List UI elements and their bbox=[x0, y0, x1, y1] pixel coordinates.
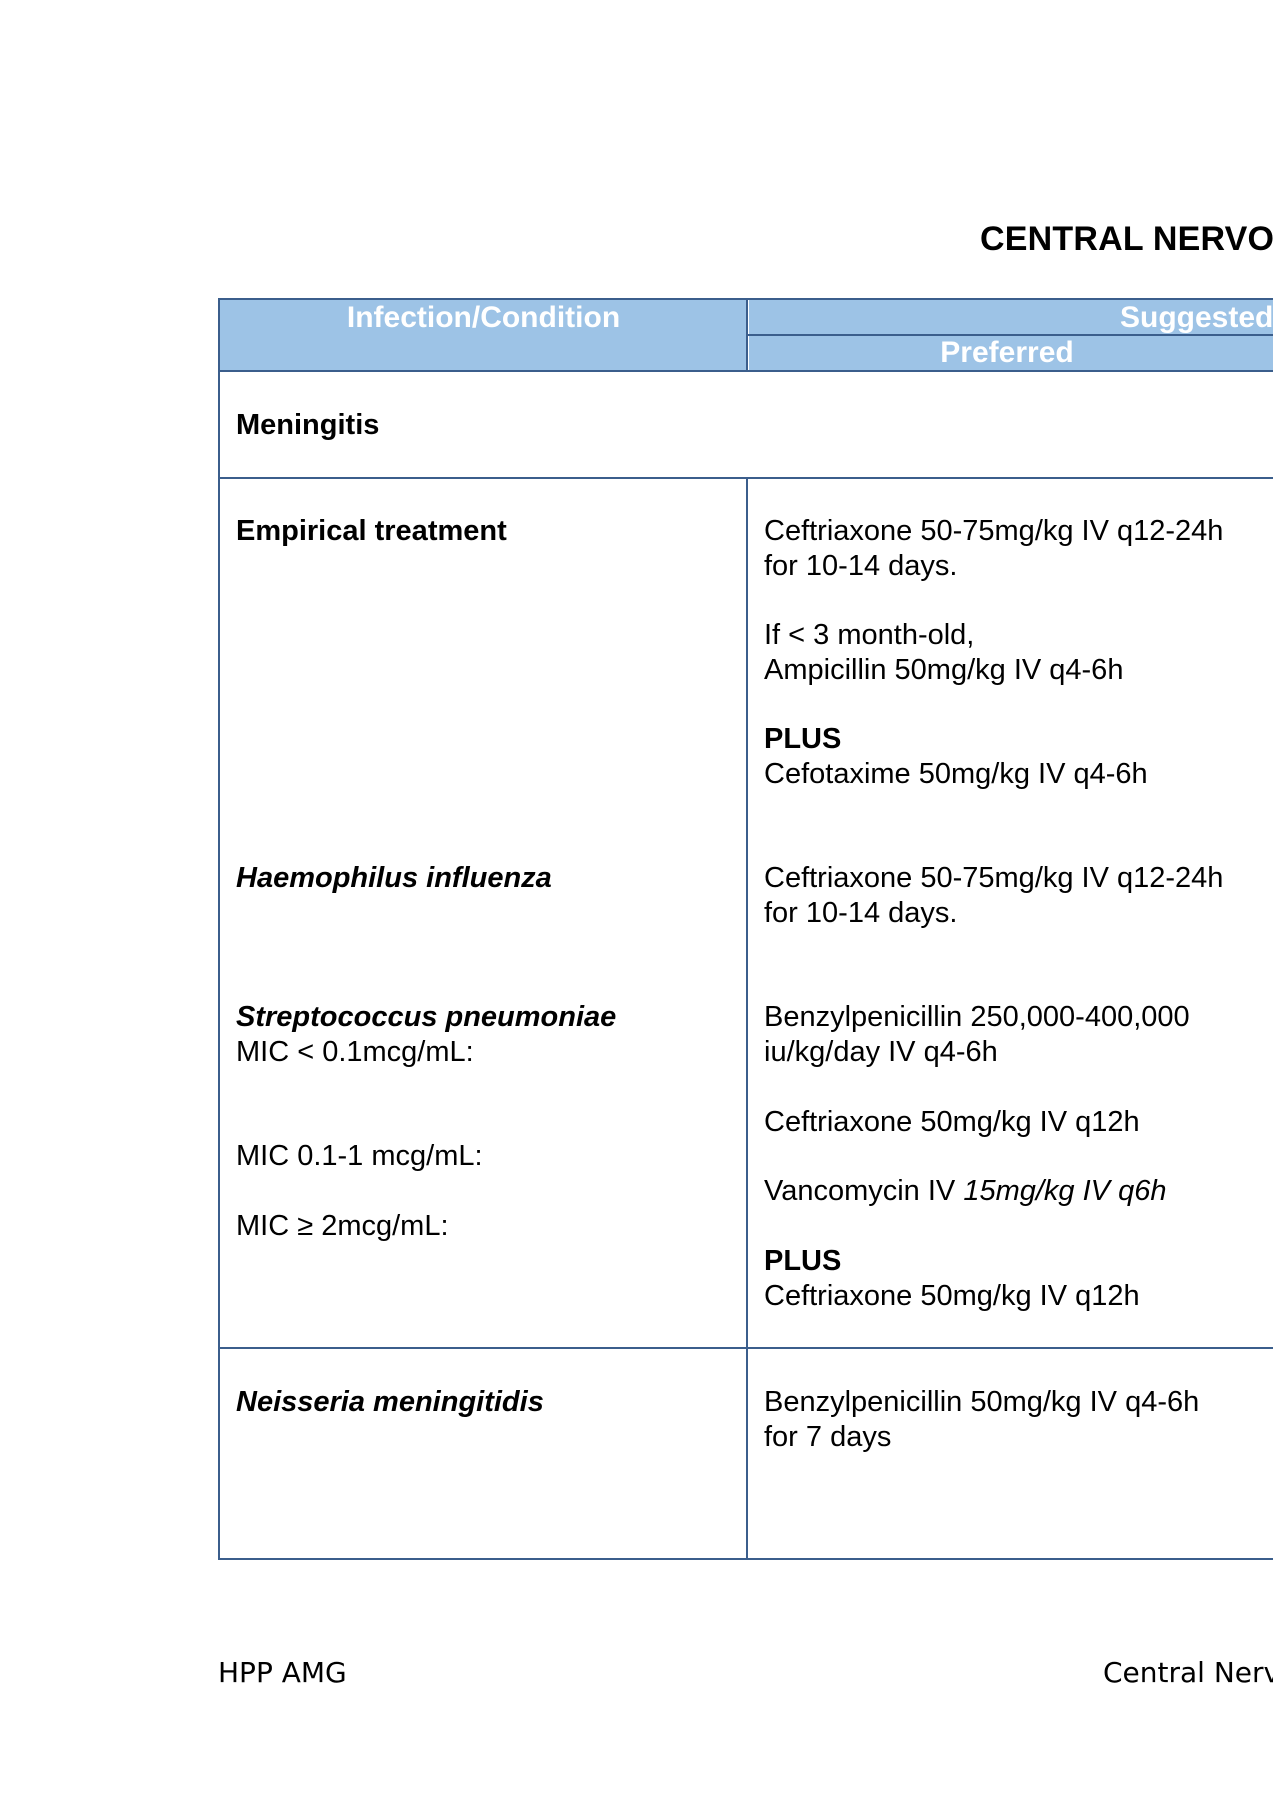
body-column-divider bbox=[746, 477, 748, 1560]
plus-label: PLUS bbox=[764, 1245, 842, 1277]
mic-label: MIC 0.1-1 mcg/mL: bbox=[236, 1140, 483, 1172]
treatment-line: Vancomycin IV 15mg/kg IV q6h bbox=[764, 1174, 1166, 1209]
plus-label: PLUS bbox=[764, 723, 842, 755]
condition-streptococcus: Streptococcus pneumoniae bbox=[236, 1001, 617, 1033]
mic-label: MIC ≥ 2mcg/mL: bbox=[236, 1210, 449, 1242]
treatment-line: Ampicillin 50mg/kg IV q4-6h bbox=[764, 654, 1124, 686]
footer-left: HPP AMG bbox=[218, 1656, 347, 1689]
treatment-line: Ceftriaxone 50-75mg/kg IV q12-24h bbox=[764, 515, 1224, 547]
header-infection-condition: Infection/Condition bbox=[346, 301, 621, 334]
section-bottom-border bbox=[218, 477, 1273, 479]
treatment-line: Ceftriaxone 50-75mg/kg IV q12-24h bbox=[764, 862, 1224, 894]
header-bottom-border bbox=[218, 370, 1273, 372]
header-preferred: Preferred bbox=[940, 336, 1074, 369]
header-suggested: Suggested bbox=[1120, 301, 1273, 334]
section-meningitis: Meningitis bbox=[236, 409, 380, 441]
treatment-line: Cefotaxime 50mg/kg IV q4-6h bbox=[764, 758, 1148, 790]
treatment-line: for 10-14 days. bbox=[764, 550, 958, 582]
condition-empirical: Empirical treatment bbox=[236, 515, 507, 547]
treatment-line: iu/kg/day IV q4-6h bbox=[764, 1036, 998, 1068]
page-title: CENTRAL NERVO bbox=[980, 220, 1273, 258]
condition-neisseria: Neisseria meningitidis bbox=[236, 1386, 544, 1418]
treatment-line: Ceftriaxone 50mg/kg IV q12h bbox=[764, 1106, 1140, 1138]
header-column-divider bbox=[746, 298, 748, 372]
row-divider bbox=[218, 1347, 1273, 1349]
header-fill-col1 bbox=[220, 300, 747, 370]
dose-italic: 15mg/kg IV q6h bbox=[963, 1175, 1167, 1207]
header-sub-border bbox=[747, 334, 1273, 336]
mic-label: MIC < 0.1mcg/mL: bbox=[236, 1036, 474, 1068]
treatment-line: for 7 days bbox=[764, 1421, 892, 1453]
antibiotic-table bbox=[218, 298, 1273, 1560]
condition-haemophilus: Haemophilus influenza bbox=[236, 862, 552, 894]
treatment-line: Benzylpenicillin 50mg/kg IV q4-6h bbox=[764, 1386, 1200, 1418]
drug-name: Vancomycin IV bbox=[764, 1175, 964, 1207]
treatment-line: for 10-14 days. bbox=[764, 897, 958, 929]
footer-right: Central Nerv bbox=[1103, 1656, 1273, 1689]
treatment-line: Ceftriaxone 50mg/kg IV q12h bbox=[764, 1280, 1140, 1312]
treatment-line: Benzylpenicillin 250,000-400,000 bbox=[764, 1001, 1190, 1033]
treatment-line: If < 3 month-old, bbox=[764, 619, 975, 651]
